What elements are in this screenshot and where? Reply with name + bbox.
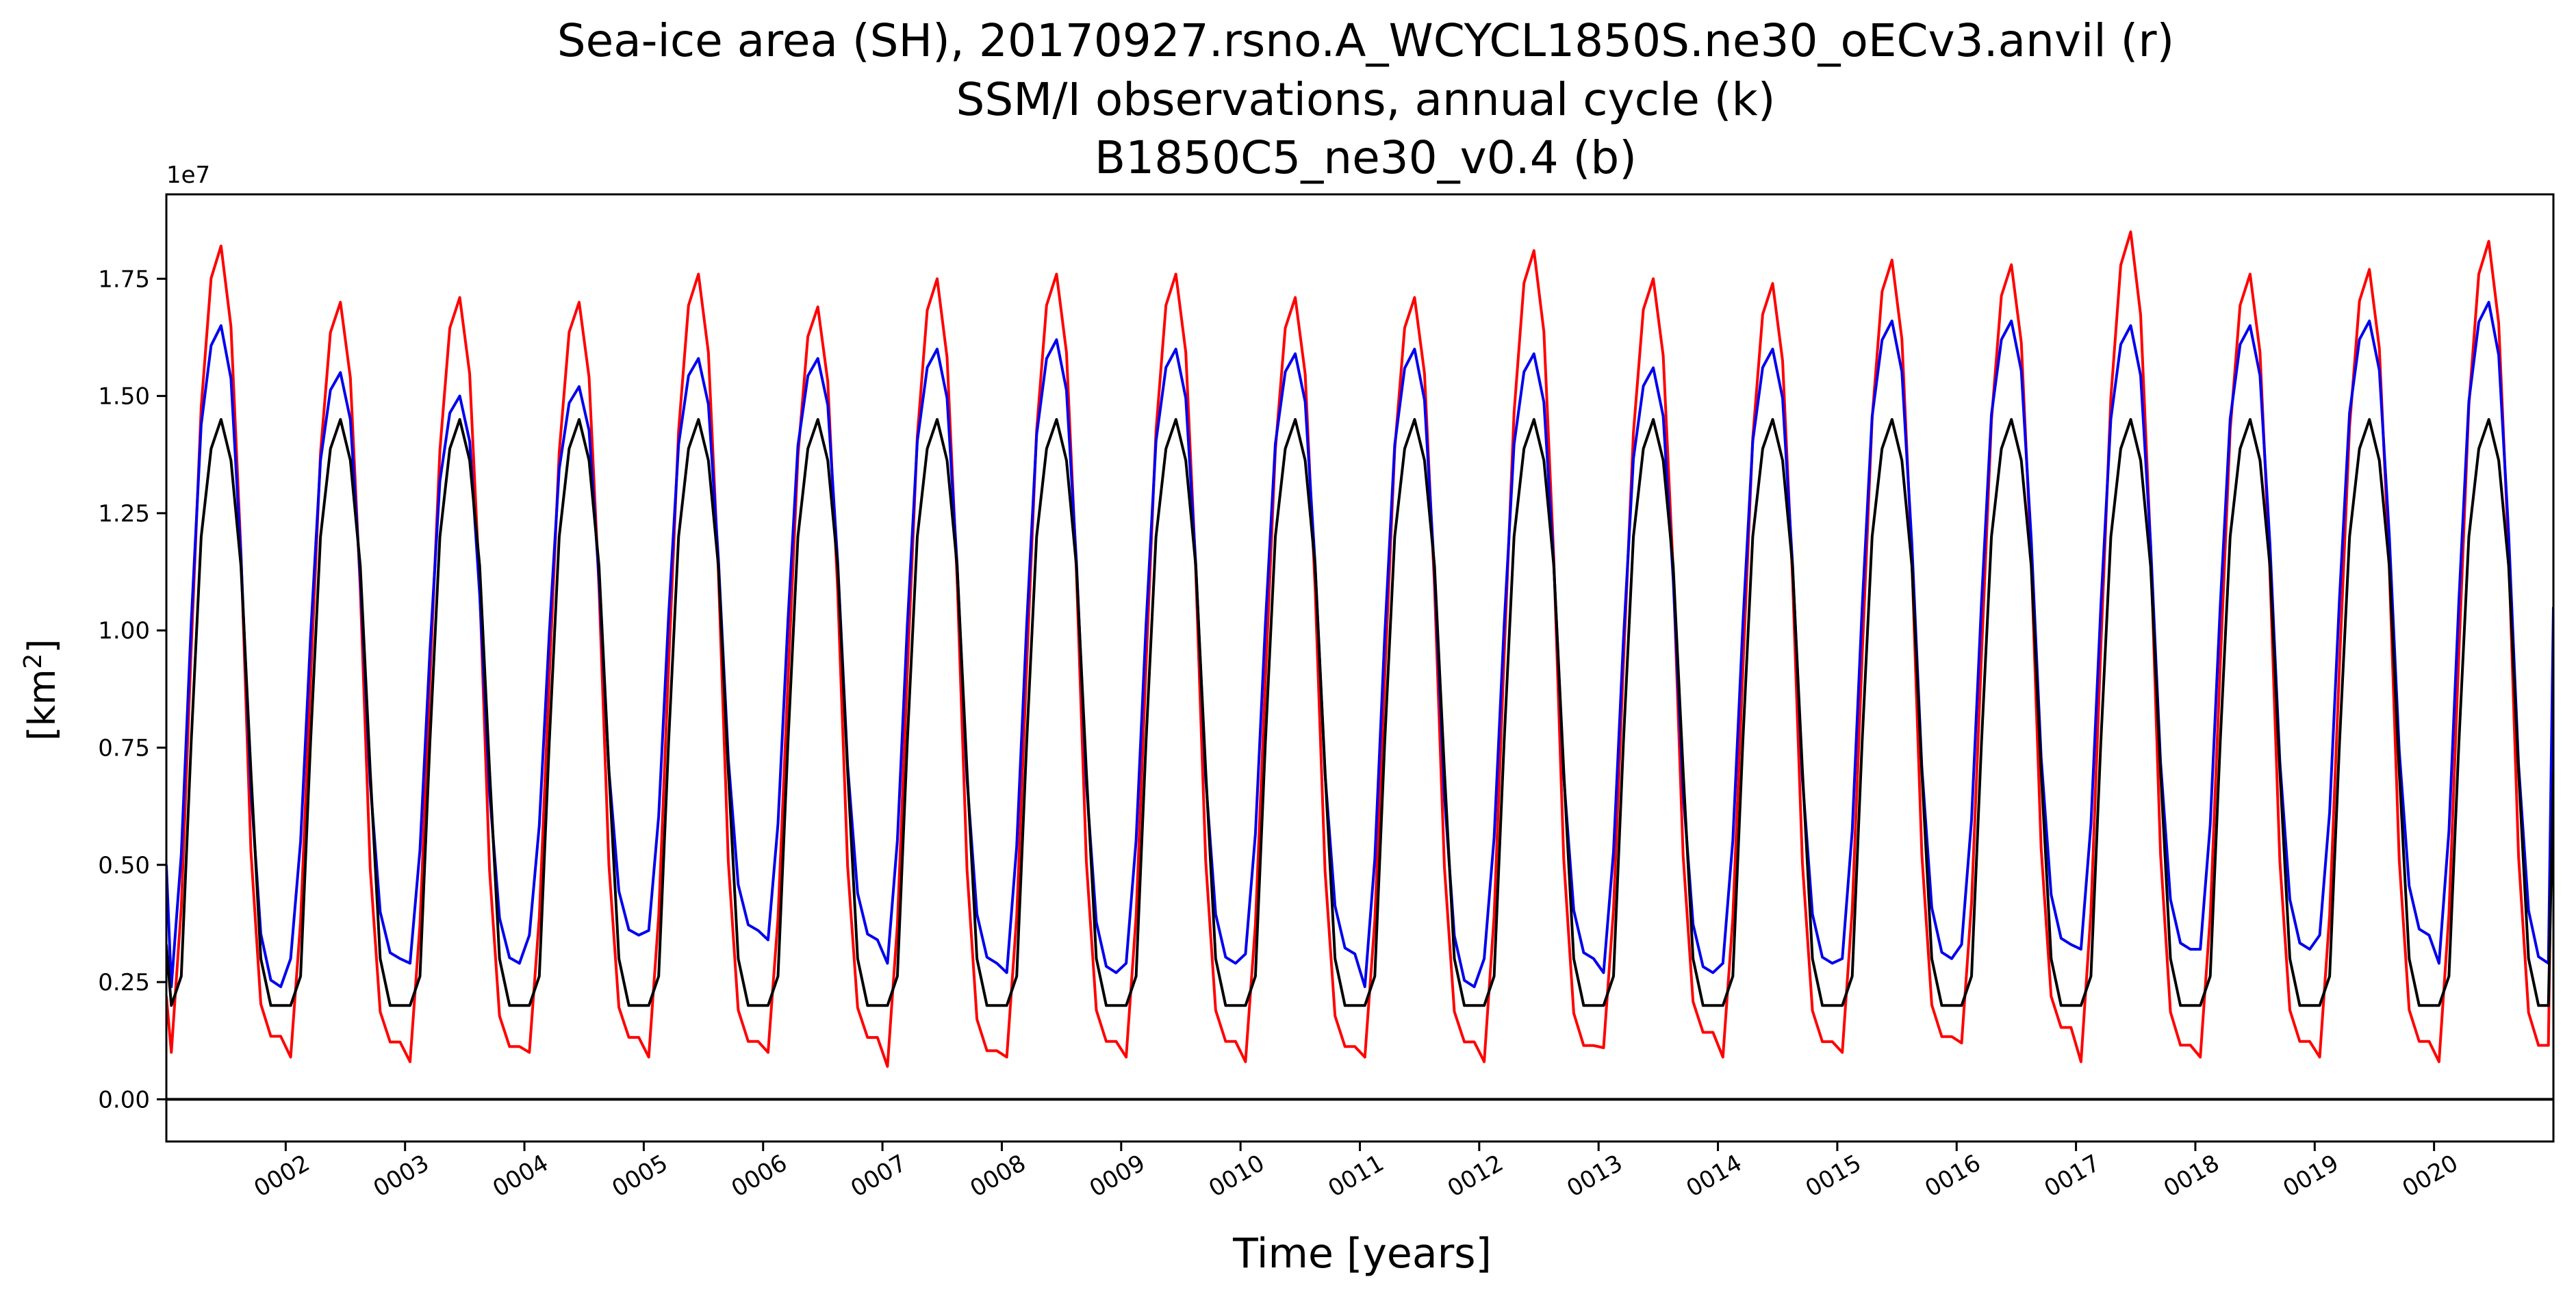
- y-tick-label: 1.25: [98, 500, 150, 528]
- x-tick-label: 0008: [965, 1150, 1030, 1203]
- series-line-b: [166, 300, 2553, 988]
- title-line-2: SSM/I observations, annual cycle (k): [956, 73, 1775, 126]
- y-tick-label: 1.50: [98, 383, 150, 411]
- series-lines: [166, 230, 2553, 1068]
- plot-frame: [165, 193, 2555, 1143]
- x-tick-label: 0015: [1801, 1150, 1866, 1203]
- title-line-3: B1850C5_ne30_v0.4 (b): [1095, 131, 1637, 184]
- x-tick-label: 0007: [846, 1150, 911, 1203]
- x-tick-label: 0003: [369, 1150, 434, 1203]
- chart-title: Sea-ice area (SH), 20170927.rsno.A_WCYCL…: [557, 14, 2175, 184]
- series-line-k: [166, 417, 2553, 1007]
- x-tick-label: 0009: [1085, 1150, 1150, 1203]
- y-tick-label: 0.50: [98, 852, 150, 879]
- x-tick-label: 0006: [727, 1150, 792, 1203]
- x-tick-label: 0017: [2040, 1150, 2105, 1203]
- x-tick-label: 0010: [1204, 1150, 1269, 1203]
- x-tick-label: 0016: [1920, 1150, 1985, 1203]
- y-axis-label: [km2]: [19, 639, 64, 741]
- x-tick-label: 0013: [1562, 1150, 1627, 1203]
- x-tick-label: 0020: [2398, 1150, 2463, 1203]
- x-axis-label: Time [years]: [1232, 1230, 1492, 1278]
- y-tick-label: 0.75: [98, 734, 150, 762]
- y-axis-label-end: ]: [21, 639, 64, 654]
- series-line-r: [166, 230, 2553, 1068]
- y-axis-label-main: [km: [21, 669, 64, 741]
- y-tick-label: 0.25: [98, 969, 150, 996]
- x-tick-label: 0014: [1682, 1150, 1747, 1203]
- y-tick-label: 1.00: [98, 617, 150, 645]
- x-tick-label: 0018: [2159, 1150, 2224, 1203]
- y-axis-label-sup: 2: [19, 654, 47, 669]
- y-tick-label: 0.00: [98, 1086, 150, 1113]
- x-tick-label: 0012: [1443, 1150, 1508, 1203]
- y-tick-label: 1.75: [98, 266, 150, 293]
- y-offset-label: 1e7: [166, 162, 210, 189]
- title-line-1: Sea-ice area (SH), 20170927.rsno.A_WCYCL…: [557, 14, 2175, 67]
- x-tick-label: 0005: [607, 1150, 672, 1203]
- x-tick-label: 0004: [488, 1150, 553, 1203]
- x-tick-label: 0002: [249, 1150, 314, 1203]
- x-tick-label: 0011: [1324, 1150, 1389, 1203]
- x-tick-label: 0019: [2278, 1150, 2343, 1203]
